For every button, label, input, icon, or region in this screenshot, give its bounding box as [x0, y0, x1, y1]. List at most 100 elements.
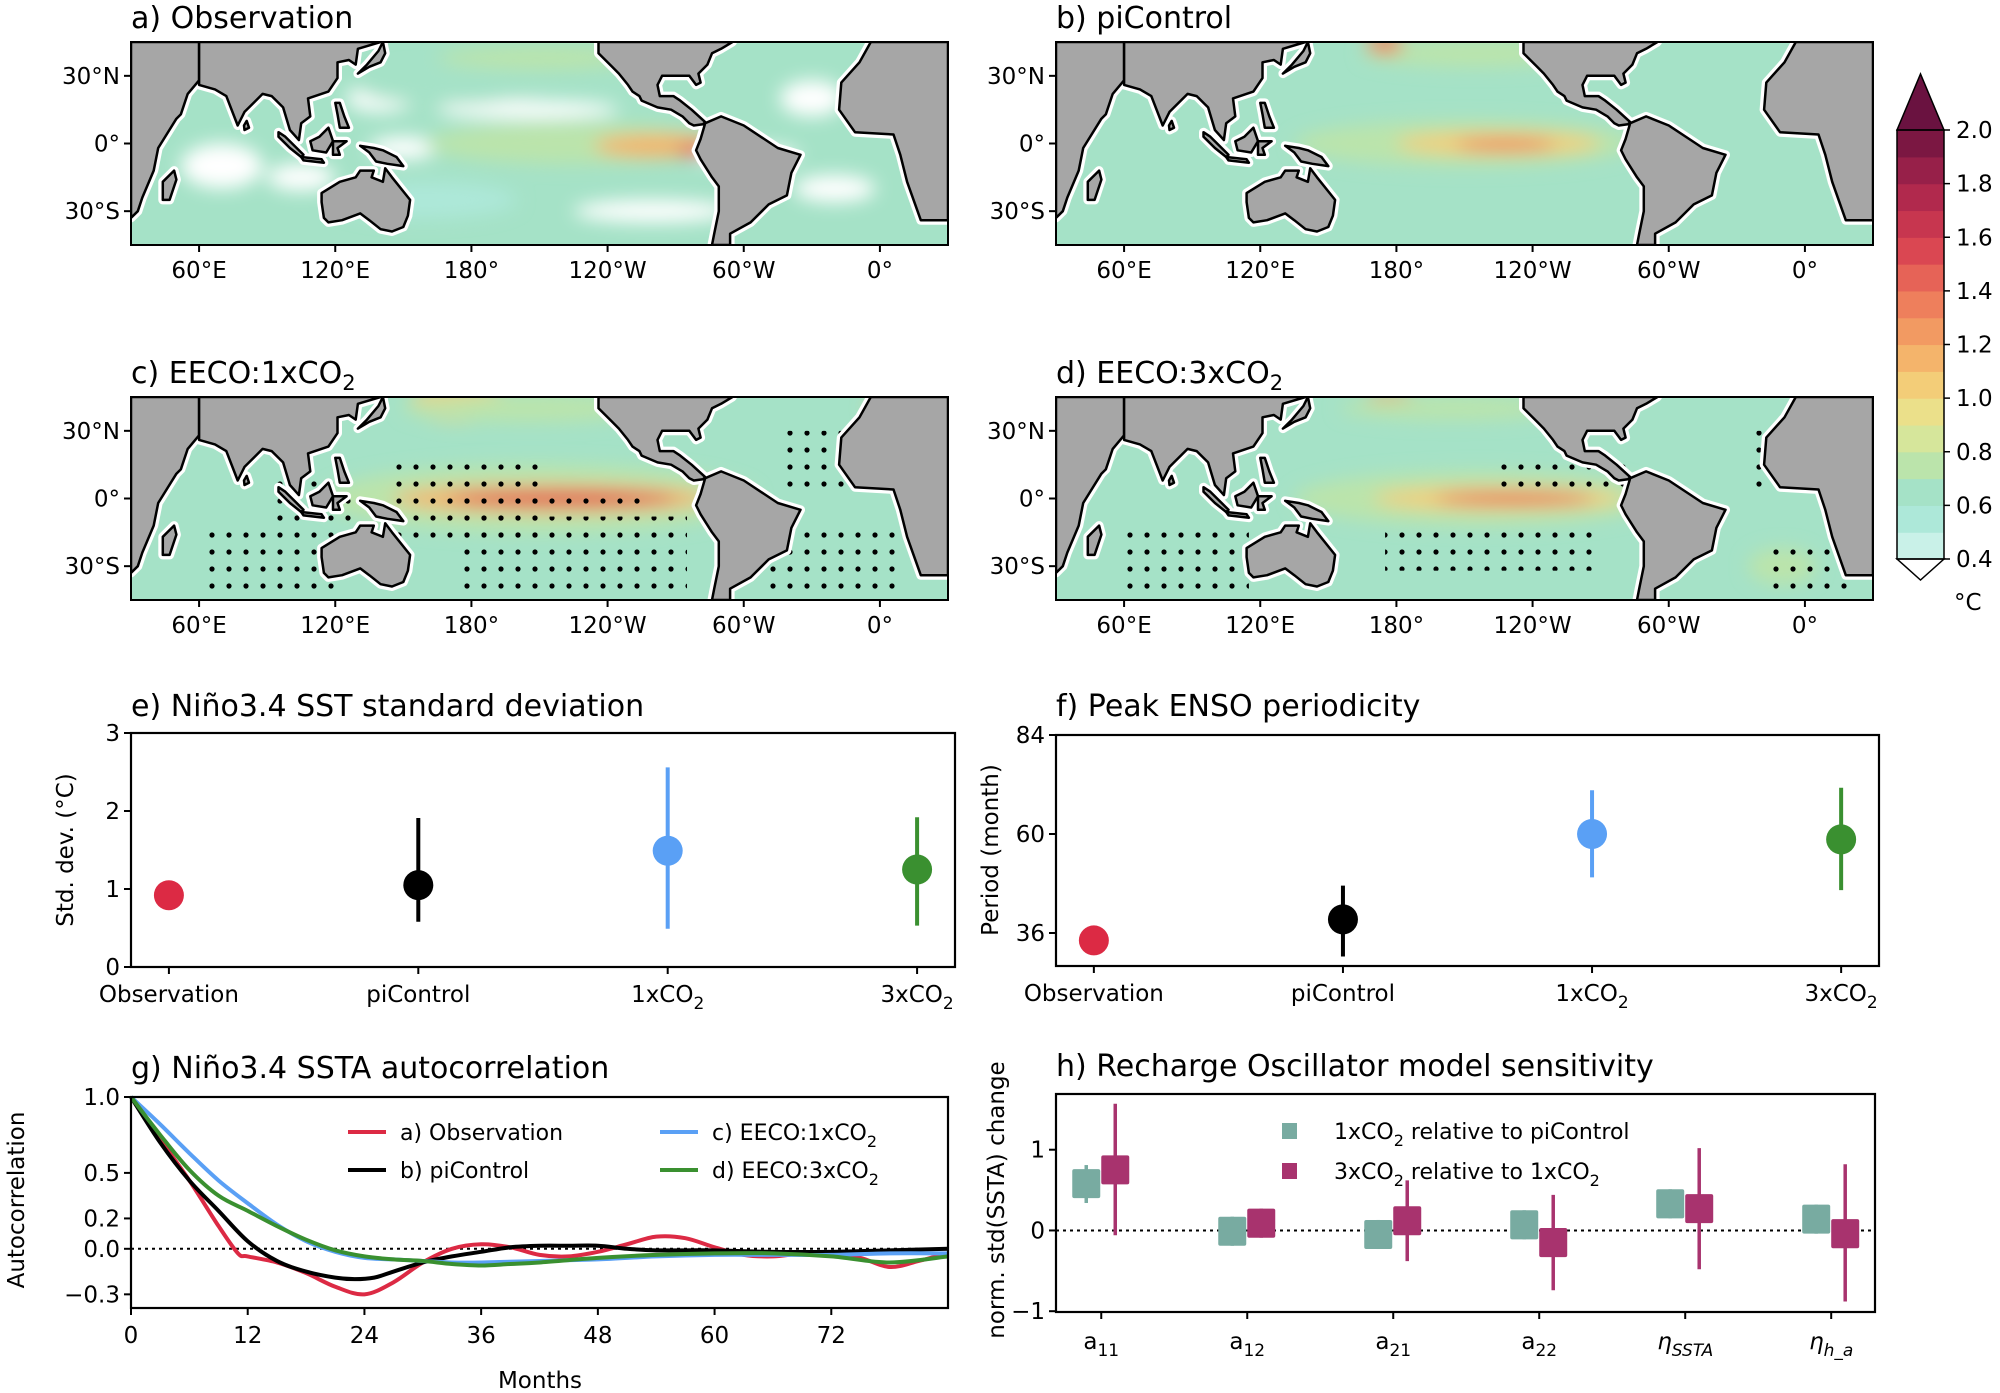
panel-f-ytick-label: 36 — [1016, 921, 1045, 947]
panel-f-xtick-label-main: piControl — [1291, 981, 1395, 1007]
map-b-anomaly-field — [1294, 42, 1635, 167]
colorbar-swatch — [1897, 130, 1944, 158]
landmass-srilanka — [242, 119, 251, 132]
panel-h-xtick-label-main: a — [1229, 1329, 1243, 1355]
lon-tick-label: 120°W — [1494, 613, 1572, 639]
panel-h-box — [1218, 1216, 1247, 1246]
lon-tick-label: 60°E — [1096, 258, 1151, 284]
colorbar-tick-label: 1.8 — [1956, 172, 1993, 198]
panel-f-xtick-label: 3xCO2 — [1805, 981, 1878, 1013]
panel-h-xtick-label-sub: h_a — [1824, 1341, 1854, 1361]
lon-tick-label: 0° — [1792, 258, 1818, 284]
high-variance-region — [1339, 397, 1567, 420]
lon-tick-label: 0° — [867, 258, 893, 284]
colorbar-swatch — [1897, 478, 1944, 506]
panel-e-xtick-label-main: 1xCO — [631, 982, 693, 1008]
landmass-madag — [1086, 169, 1103, 202]
landmass-srilanka — [242, 474, 251, 487]
colorbar-swatch — [1897, 264, 1944, 292]
landmass-africaW — [837, 42, 948, 222]
landmass-africaW — [1762, 397, 1874, 577]
panel-h-legend-label-sub: 2 — [1394, 1131, 1404, 1150]
colorbar-swatch — [1897, 183, 1944, 212]
landmass-java — [1224, 510, 1251, 519]
panel-h-legend-label-rest: relative to 1xCO — [1404, 1160, 1590, 1185]
high-variance-region — [357, 69, 540, 106]
lon-tick-label: 60°E — [171, 613, 226, 639]
panel-e-xtick-label-main: piControl — [366, 982, 470, 1008]
panel-h-xtick-label: a21 — [1375, 1329, 1411, 1361]
panel-g-legend-label: a) Observation — [400, 1121, 563, 1146]
lat-tick-label: 30°N — [62, 64, 120, 90]
panel-f-xtick-label: Observation — [1024, 981, 1164, 1007]
panel-g-series-line — [129, 1095, 949, 1268]
panel-h-ytick-label: −1 — [1011, 1299, 1045, 1325]
high-variance-region — [403, 397, 653, 422]
lat-tick-label: 30°N — [987, 419, 1045, 445]
landmass-australia — [1245, 167, 1337, 233]
panel-g-xtick-label: 0 — [124, 1323, 139, 1349]
panel-e-title: e) Niño3.4 SST standard deviation — [131, 689, 644, 724]
panel-h-legend-label-sub2: 2 — [1590, 1171, 1600, 1190]
panel-h-legend-label-main: 3xCO — [1334, 1160, 1394, 1185]
panel-e-xtick-label: Observation — [99, 982, 239, 1008]
panel-h-xtick-label: a12 — [1229, 1329, 1265, 1361]
lon-tick-label: 120°E — [300, 613, 370, 639]
panel-h-legend-label-rest: relative to piControl — [1404, 1120, 1630, 1145]
panel-e-xtick-label: 3xCO2 — [880, 982, 953, 1014]
landmass-guinea — [358, 144, 405, 168]
low-variance-region — [780, 80, 844, 117]
lon-tick-label: 0° — [867, 613, 893, 639]
lon-tick-label: 60°W — [712, 258, 776, 284]
colorbar-swatch — [1897, 371, 1944, 399]
panel-e-ylabel: Std. dev. (°C) — [53, 773, 79, 927]
colorbar-swatch — [1897, 532, 1944, 560]
map-c — [131, 397, 948, 600]
lat-tick-label: 30°S — [65, 554, 120, 580]
landmass-australia — [320, 167, 412, 233]
lon-tick-label: 60°W — [712, 613, 776, 639]
landmass-java — [299, 510, 326, 519]
colorbar-unit: °C — [1954, 590, 1982, 616]
panel-f-xtick-label: piControl — [1291, 981, 1395, 1007]
colorbar-tick-label: 1.2 — [1956, 333, 1993, 359]
lat-tick-label: 30°S — [990, 199, 1045, 225]
panel-g-legend-label-main: d) EECO:3xCO — [712, 1159, 869, 1184]
panel-h-box — [1656, 1189, 1685, 1219]
low-variance-region — [437, 100, 619, 119]
colorbar-tick-label: 0.6 — [1956, 493, 1993, 519]
panel-g-xtick-label: 60 — [700, 1323, 729, 1349]
panel-h-xtick-label: a22 — [1521, 1329, 1557, 1361]
panel-e-ytick-label: 0 — [105, 955, 120, 981]
landmass-asia — [197, 397, 382, 497]
landmass-samerica — [694, 115, 802, 245]
panel-f-point — [1826, 824, 1857, 855]
panel-e-point — [403, 870, 434, 901]
panel-f-point — [1078, 925, 1109, 956]
lon-tick-label: 120°E — [300, 258, 370, 284]
panel-h-ylabel: norm. std(SSTA) change — [984, 1061, 1010, 1338]
panel-h-box — [1247, 1208, 1276, 1238]
landmass-phil — [334, 456, 351, 484]
map-a — [131, 42, 948, 245]
landmass-sulawesi — [1256, 139, 1273, 157]
lon-tick-label: 180° — [1369, 258, 1424, 284]
panel-h-box — [1101, 1155, 1130, 1185]
panel-g-title: g) Niño3.4 SSTA autocorrelation — [131, 1051, 609, 1086]
panel-h-xtick-label-sub: 21 — [1389, 1341, 1411, 1361]
panel-h-box — [1802, 1204, 1831, 1234]
map-d — [1056, 397, 1874, 600]
landmass-asia — [197, 42, 382, 142]
panel-g-legend-label-main: b) piControl — [400, 1159, 529, 1184]
landmass-africaW — [837, 397, 948, 577]
lat-tick-label: 30°S — [990, 554, 1045, 580]
map-d-title-sub: 2 — [1270, 371, 1283, 395]
landmass-srilanka — [1167, 119, 1176, 132]
panel-f-xtick-label: 1xCO2 — [1555, 981, 1628, 1013]
lon-tick-label: 120°W — [569, 613, 647, 639]
landmass-asia — [1122, 42, 1307, 142]
panel-h-xtick-label-main: a — [1521, 1329, 1535, 1355]
landmass-namerica — [597, 42, 734, 127]
panel-h-xtick-label-main: η — [1657, 1329, 1672, 1355]
